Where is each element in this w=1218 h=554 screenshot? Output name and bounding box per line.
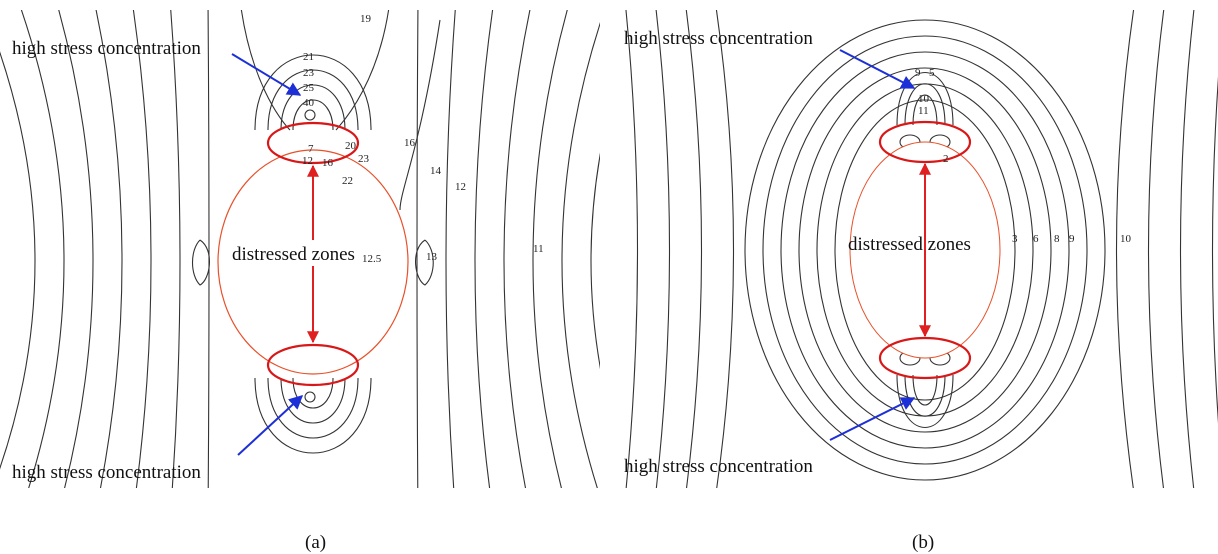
contour	[896, 374, 954, 429]
arrow	[237, 395, 304, 456]
contour	[904, 83, 946, 126]
contour-label: 16	[404, 137, 416, 149]
contour-label: 16	[322, 157, 334, 169]
contour	[292, 99, 334, 131]
contour-label: 6	[1033, 233, 1039, 245]
contour	[335, 10, 390, 131]
contour-label: 21	[303, 51, 314, 63]
contour-label: 11	[533, 243, 544, 255]
contour	[715, 10, 735, 488]
contour	[280, 84, 346, 131]
contour	[416, 10, 419, 488]
contour-label: 9	[915, 67, 921, 79]
contour	[904, 374, 946, 417]
contour	[240, 10, 291, 131]
zone-ellipse	[878, 120, 972, 164]
contour-label: 20	[345, 140, 357, 152]
arrow	[839, 49, 916, 89]
contour-label: 7	[308, 143, 314, 155]
contour	[912, 374, 938, 406]
contour	[834, 99, 1016, 401]
contour	[744, 19, 1106, 481]
arrow	[829, 397, 916, 441]
contour	[1211, 76, 1218, 424]
zone-ellipse	[878, 336, 972, 380]
arrow	[231, 53, 302, 96]
contour-label: 25	[303, 82, 315, 94]
contour	[912, 94, 938, 126]
contour-label: 9	[1069, 233, 1075, 245]
label: distressed zones	[232, 244, 355, 265]
contour	[685, 10, 703, 488]
contour-label: 40	[303, 97, 315, 109]
contour	[304, 109, 316, 121]
contour-label: 10	[1120, 233, 1132, 245]
contour	[415, 239, 434, 286]
contour	[304, 391, 316, 403]
contour-label: 8	[1054, 233, 1060, 245]
contour	[207, 10, 210, 488]
contour	[503, 10, 531, 488]
contour	[191, 239, 210, 286]
contours-a	[0, 10, 600, 488]
contour	[1147, 10, 1165, 488]
contour	[1179, 10, 1195, 488]
contour-label: 13	[426, 251, 438, 263]
contour	[280, 377, 346, 424]
contour	[1115, 10, 1135, 488]
contour	[780, 51, 1070, 449]
contours-b	[625, 10, 1218, 488]
contour-label: 12	[302, 155, 313, 167]
contour-label: 23	[303, 67, 315, 79]
contour	[0, 51, 36, 470]
contour-label: 2	[943, 153, 949, 165]
zone-ellipse	[266, 343, 360, 387]
contour	[58, 10, 94, 488]
contour	[132, 10, 152, 488]
contour-label: 11	[918, 105, 929, 117]
contour	[625, 10, 639, 488]
contour	[399, 19, 441, 211]
contour	[445, 10, 456, 488]
contour	[798, 67, 1052, 433]
contour	[474, 10, 494, 488]
caption: (a)	[305, 532, 326, 553]
contour-label: 19	[360, 13, 372, 25]
contour	[95, 10, 123, 488]
label: high stress concentration	[624, 28, 813, 49]
contour	[20, 10, 65, 488]
zone-ellipse	[266, 121, 360, 165]
contour	[254, 54, 372, 131]
contour	[561, 22, 600, 488]
contour	[590, 152, 600, 370]
contour	[254, 377, 372, 454]
contour-label: 23	[358, 153, 370, 165]
contour	[292, 377, 334, 409]
label: high stress concentration	[624, 456, 813, 477]
contour	[532, 10, 568, 488]
contour	[170, 10, 181, 488]
contour-label: 5	[929, 67, 935, 79]
contour	[896, 71, 954, 126]
label-bg	[230, 240, 360, 266]
label: distressed zones	[848, 234, 971, 255]
contour-label: 22	[342, 175, 353, 187]
caption: (b)	[912, 532, 934, 553]
contour-label: 12	[455, 181, 466, 193]
contour-label: 14	[430, 165, 442, 177]
label: high stress concentration	[12, 38, 201, 59]
contour	[762, 35, 1088, 465]
contour-label: 3	[1012, 233, 1018, 245]
contour	[655, 10, 671, 488]
contour	[267, 377, 359, 439]
label: high stress concentration	[12, 462, 201, 483]
contour-label: 10	[918, 93, 930, 105]
contour-label: 12.5	[362, 253, 382, 265]
